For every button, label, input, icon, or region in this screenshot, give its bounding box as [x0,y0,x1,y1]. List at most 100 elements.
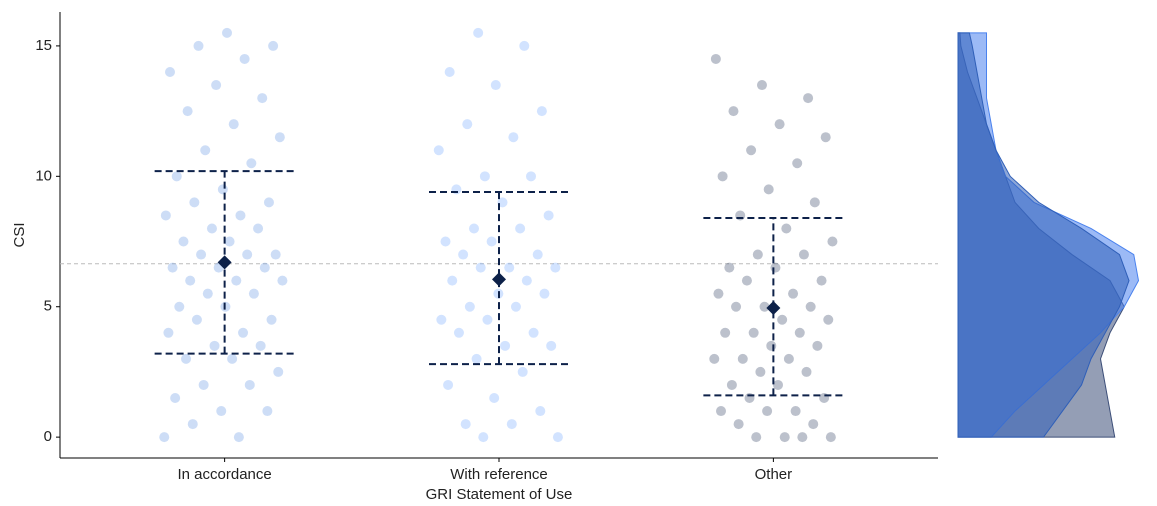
point [227,353,238,364]
y-tick-label: 10 [35,167,52,184]
point [216,406,227,417]
point [737,353,748,364]
point [489,393,500,404]
point [497,197,508,208]
point [458,249,469,260]
point [159,432,170,443]
point [733,419,744,430]
x-axis-label: GRI Statement of Use [426,486,573,503]
point [517,366,528,377]
point [816,275,827,286]
point [246,158,257,169]
point [170,393,181,404]
point [710,53,721,64]
point [770,262,781,273]
point [440,236,451,247]
point [805,301,816,312]
point [717,171,728,182]
point [539,288,550,299]
point [794,327,805,338]
point [433,145,444,156]
point [788,288,799,299]
point [259,262,270,273]
point [238,327,249,338]
x-tick-label: Other [755,466,793,483]
point [263,197,274,208]
point [482,314,493,325]
point [206,223,217,234]
point [462,119,473,130]
point [277,275,288,286]
point [255,340,266,351]
point [827,236,838,247]
point [248,288,259,299]
point [823,314,834,325]
point [257,93,268,104]
point [453,327,464,338]
point [217,184,228,195]
point [797,432,808,443]
point [181,353,192,364]
point [182,106,193,117]
point [746,145,757,156]
point [174,301,185,312]
point [752,249,763,260]
point [773,379,784,390]
x-tick-label: In accordance [178,466,272,483]
point [532,249,543,260]
point [521,275,532,286]
point [755,366,766,377]
point [193,40,204,51]
point [766,340,777,351]
point [748,327,759,338]
point [447,275,458,286]
point [751,432,762,443]
point [478,432,489,443]
point [713,288,724,299]
point [741,275,752,286]
point [167,262,178,273]
point [777,314,788,325]
point [171,171,182,182]
point [273,366,284,377]
point [546,340,557,351]
point [724,262,735,273]
point [500,340,511,351]
point [801,366,812,377]
point [178,236,189,247]
point [211,80,222,91]
point [464,301,475,312]
point [790,406,801,417]
point [165,66,176,77]
point [762,406,773,417]
point [233,432,244,443]
point [222,27,233,38]
point [535,406,546,417]
point [774,119,785,130]
point [235,210,246,221]
point [191,314,202,325]
point [242,249,253,260]
point [266,314,277,325]
density-area [957,32,1130,438]
point [726,379,737,390]
point [731,301,742,312]
point [274,132,285,143]
point [185,275,196,286]
point [510,301,521,312]
point [239,53,250,64]
point [506,419,517,430]
x-tick-label: With reference [450,466,548,483]
point [460,419,471,430]
point [469,223,480,234]
point [189,197,200,208]
point [820,132,831,143]
point [196,249,207,260]
point [720,327,731,338]
point [508,132,519,143]
point [444,66,455,77]
y-tick-label: 0 [44,428,52,445]
point [825,432,836,443]
point [803,93,814,104]
point [268,40,279,51]
